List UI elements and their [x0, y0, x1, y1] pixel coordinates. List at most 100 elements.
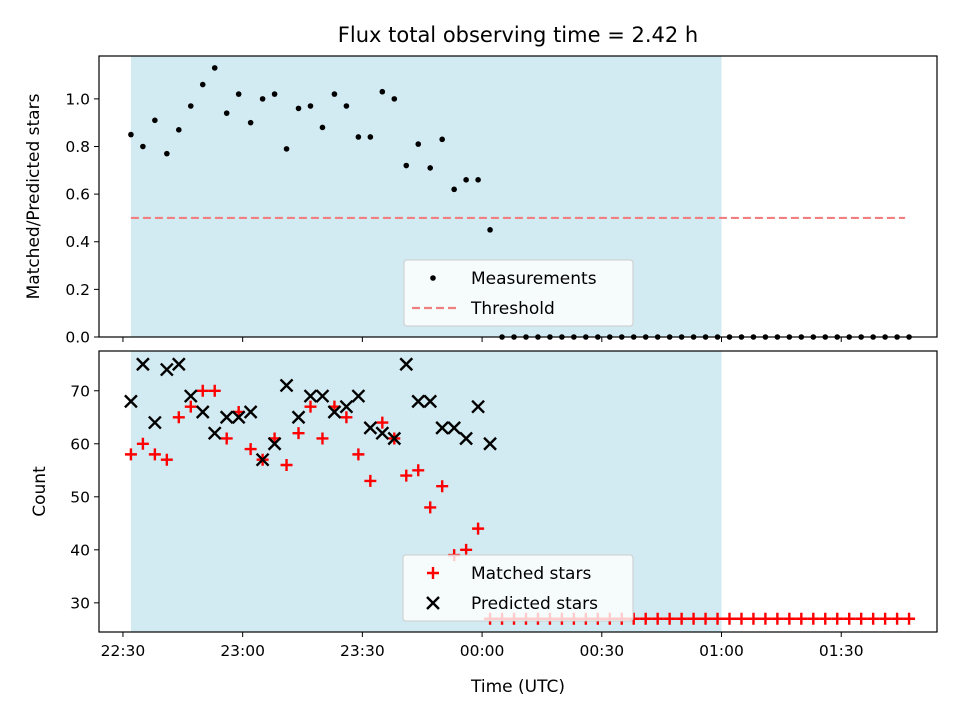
measurement-point — [343, 103, 350, 109]
predicted-star-point — [327, 405, 342, 419]
bottom-legend-box — [402, 554, 634, 622]
matched-star-point — [663, 612, 676, 625]
predicted-star-point — [483, 436, 497, 451]
measurement-point — [164, 150, 170, 157]
matched-star-point — [160, 453, 173, 466]
legend-matched-marker — [427, 567, 439, 579]
measurement-point — [391, 96, 398, 102]
predicted-star-point — [243, 405, 258, 419]
predicted-star-point — [303, 389, 318, 403]
top-axes-frame — [98, 55, 938, 338]
bottom-y-tick-label: 50 — [70, 488, 90, 506]
matched-star-point — [196, 384, 209, 397]
predicted-star-point — [447, 421, 462, 435]
bottom-x-tick-label: 01:30 — [819, 642, 864, 660]
matched-star-point — [412, 464, 425, 477]
predicted-stars-points — [124, 357, 497, 467]
measurement-point — [415, 141, 422, 147]
matched-star-point — [735, 612, 748, 625]
measurement-point — [199, 81, 206, 88]
matched-star-point — [316, 432, 329, 445]
predicted-star-point — [207, 426, 222, 441]
measurement-point — [439, 136, 445, 143]
predicted-star-point — [351, 389, 366, 403]
top-legend-box — [403, 259, 634, 327]
top-y-axis-label: Matched/Predicted stars — [24, 93, 44, 299]
predicted-star-point — [375, 426, 390, 441]
matched-star-point — [184, 400, 197, 413]
measurement-point — [187, 103, 194, 109]
matched-star-point — [771, 612, 784, 625]
predicted-star-point — [363, 421, 378, 435]
bottom-x-tick-label: 23:30 — [340, 642, 385, 660]
top-y-tick-label: 0.0 — [65, 329, 90, 347]
matched-star-point — [807, 612, 820, 625]
matched-star-point — [364, 474, 377, 487]
measurement-point — [247, 119, 254, 126]
predicted-star-point — [195, 405, 210, 419]
top-legend: Measurements Threshold — [403, 259, 634, 327]
measurement-point — [152, 117, 158, 124]
measurement-point — [367, 134, 374, 140]
matched-star-point — [903, 612, 916, 625]
measurement-point — [427, 165, 434, 171]
matched-star-point — [855, 612, 868, 625]
measurement-point — [403, 162, 410, 169]
measurement-point — [355, 134, 362, 140]
matched-star-point — [208, 384, 221, 397]
measurement-point — [271, 91, 278, 97]
predicted-star-point — [435, 421, 450, 435]
measurement-point — [140, 143, 146, 150]
matched-star-point — [472, 522, 485, 535]
measurement-point — [283, 146, 290, 152]
matched-star-point — [124, 448, 137, 461]
measurement-point — [307, 103, 314, 109]
bottom-y-tick-label: 60 — [70, 435, 90, 453]
predicted-star-point — [423, 394, 438, 409]
matched-star-point — [376, 416, 389, 429]
bottom-y-tick-label: 40 — [70, 541, 90, 559]
bottom-panel: 30 40 50 60 70 22:30 23:00 23:30 00:00 00:30 01:0… — [30, 350, 938, 697]
predicted-star-point — [267, 436, 282, 451]
measurement-point — [475, 177, 481, 183]
x-axis-label: Time (UTC) — [470, 677, 565, 697]
bottom-y-tick-label: 70 — [70, 382, 90, 400]
matched-star-point — [651, 612, 664, 625]
matched-star-point — [148, 448, 161, 461]
predicted-star-point — [315, 389, 330, 403]
measurement-point — [487, 227, 493, 233]
predicted-star-point — [471, 399, 485, 414]
top-y-tick-label: 0.6 — [65, 186, 90, 204]
predicted-star-point — [231, 410, 246, 425]
predicted-star-point — [136, 357, 150, 372]
predicted-star-point — [279, 378, 294, 393]
matched-star-point — [340, 411, 353, 424]
measurement-point — [235, 91, 242, 97]
measurement-point — [211, 65, 218, 71]
matched-star-point — [460, 543, 473, 556]
matched-star-point — [819, 612, 832, 625]
predicted-star-point — [171, 357, 186, 372]
top-y-tick-label: 1.0 — [65, 90, 90, 108]
top-x-ticks — [122, 337, 842, 342]
top-y-tick-label: 0.4 — [65, 233, 90, 251]
bottom-y-axis-label: Count — [30, 466, 50, 517]
matched-star-point — [400, 469, 413, 482]
legend-measurements-label: Measurements — [471, 269, 597, 289]
predicted-star-point — [291, 410, 306, 425]
matched-star-point — [747, 612, 760, 625]
legend-matched-label: Matched stars — [471, 564, 591, 584]
top-panel: 0.0 0.2 0.4 0.6 0.8 1.0 Matched/Predicted sta… — [24, 55, 938, 347]
bottom-axes-frame — [98, 350, 938, 633]
predicted-star-point — [159, 362, 174, 377]
predicted-star-point — [459, 431, 473, 446]
bottom-x-tick-label: 00:30 — [579, 642, 624, 660]
measurement-point — [463, 177, 469, 183]
measurement-point — [331, 91, 338, 97]
top-y-tick-label: 0.2 — [65, 281, 90, 299]
legend-predicted-marker — [426, 596, 440, 610]
legend-predicted-glyph — [426, 596, 440, 610]
matched-star-point — [639, 612, 652, 625]
predicted-star-point — [255, 452, 270, 467]
